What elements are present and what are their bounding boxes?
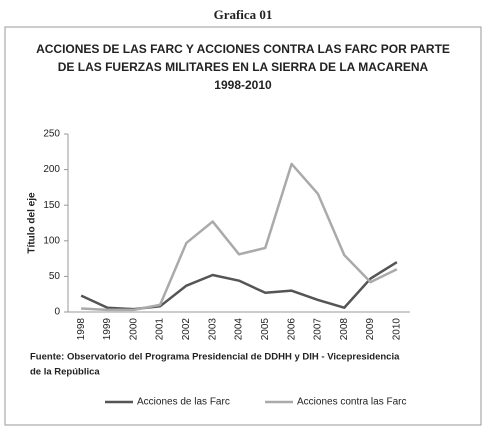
x-tick-label: 2000: [128, 318, 139, 341]
y-tick-label: 250: [43, 129, 60, 140]
series-line: [80, 261, 398, 311]
source-note: Fuente: Observatorio del Programa Presid…: [30, 352, 400, 363]
y-tick-label: 0: [54, 307, 60, 318]
x-tick-label: 2003: [207, 318, 218, 341]
x-tick-label: 2005: [260, 318, 271, 341]
x-tick-label: 1998: [76, 318, 87, 341]
chart-title: ACCIONES DE LAS FARC Y ACCIONES CONTRA L…: [36, 42, 450, 56]
chart-title: DE LAS FUERZAS MILITARES EN LA SIERRA DE…: [58, 60, 429, 74]
x-tick-label: 2010: [391, 318, 402, 341]
y-tick-label: 50: [49, 271, 61, 282]
y-axis-label: Título del eje: [27, 192, 38, 254]
x-tick-label: 1999: [102, 318, 113, 341]
x-tick-label: 2006: [286, 318, 297, 341]
y-tick-label: 100: [43, 235, 60, 246]
header: Grafica 01: [214, 7, 273, 22]
chart-frame: [4, 26, 482, 426]
x-tick-label: 2008: [339, 318, 350, 341]
x-tick-label: 2001: [155, 318, 166, 341]
y-tick-label: 150: [43, 200, 60, 211]
series-line: [81, 162, 398, 312]
x-tick-label: 2002: [181, 318, 192, 341]
legend-label: Acciones contra las Farc: [297, 397, 407, 408]
chart-title: 1998-2010: [214, 78, 272, 92]
y-tick-label: 200: [43, 164, 60, 175]
source-note: de la República: [30, 367, 100, 378]
x-tick-label: 2009: [365, 318, 376, 341]
x-tick-label: 2007: [313, 318, 324, 341]
legend-label: Acciones de las Farc: [137, 397, 230, 408]
x-tick-label: 2004: [234, 318, 245, 341]
